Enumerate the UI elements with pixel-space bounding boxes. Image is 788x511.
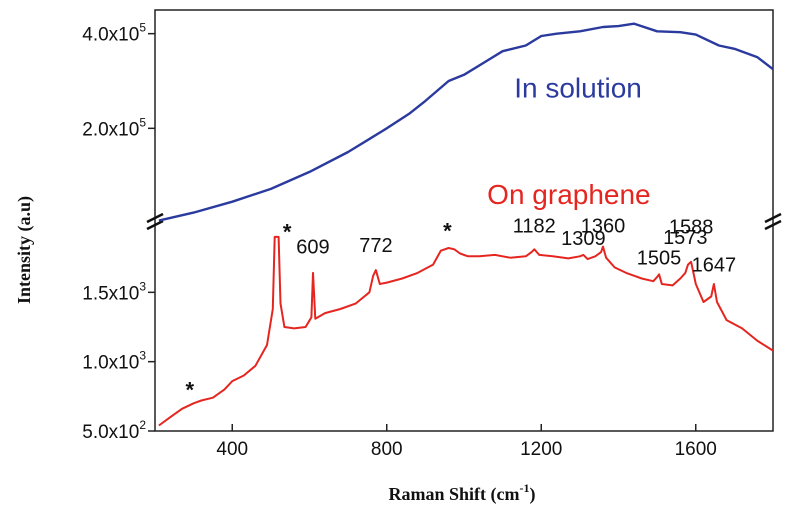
y-tick-label-200000: 2.0x105 <box>82 115 146 140</box>
y-tick-label-400000: 4.0x105 <box>82 21 146 46</box>
series-line-on-graphene <box>158 235 774 427</box>
left-axis-break <box>146 212 164 231</box>
y-tick-label-500: 5.0x102 <box>82 418 146 443</box>
series-label-in-solution: In solution <box>514 73 642 104</box>
x-axis-title-superscript: -1 <box>520 481 530 495</box>
x-axis-title: Raman Shift (cm-1) <box>389 481 536 505</box>
asterisk-marker: * <box>443 218 452 243</box>
peak-label-1360: 1360 <box>581 216 626 238</box>
series-line-in-solution <box>158 22 774 222</box>
y-tick-label-1000: 1.0x103 <box>82 349 146 374</box>
peak-label-1588: 1588 <box>669 216 714 238</box>
peak-label-1573: 1573 <box>663 227 708 249</box>
y-tick-label-1500: 1.5x103 <box>82 279 146 304</box>
right-axis-break <box>764 212 782 231</box>
series-labels: In solution On graphene <box>487 73 650 211</box>
peak-label-1182: 1182 <box>513 216 556 238</box>
x-tick-label-800: 800 <box>371 439 403 460</box>
x-tick-label-400: 400 <box>216 439 248 460</box>
peak-label-1309: 1309 <box>561 228 606 250</box>
y-axis-ticks: 2.0x105 4.0x105 5.0x102 1.0x103 1.5x103 <box>82 21 155 443</box>
peak-label-1647: 1647 <box>692 255 737 277</box>
plot-frame <box>154 9 774 432</box>
x-axis-title-main: Raman Shift (cm <box>389 484 520 505</box>
asterisk-marker: * <box>283 220 292 245</box>
x-tick-label-1200: 1200 <box>520 439 562 460</box>
x-axis-title-suffix: ) <box>530 484 536 505</box>
x-axis-ticks: 400 800 1200 1600 <box>216 424 717 460</box>
peak-label-1505: 1505 <box>637 248 682 270</box>
series-label-on-graphene: On graphene <box>487 179 650 210</box>
asterisk-marker: * <box>185 378 194 403</box>
peak-label-772: 772 <box>359 235 392 257</box>
y-axis-title: Intensity (a.u) <box>14 196 35 304</box>
x-tick-label-1600: 1600 <box>675 439 717 460</box>
peak-label-609: 609 <box>296 237 329 259</box>
